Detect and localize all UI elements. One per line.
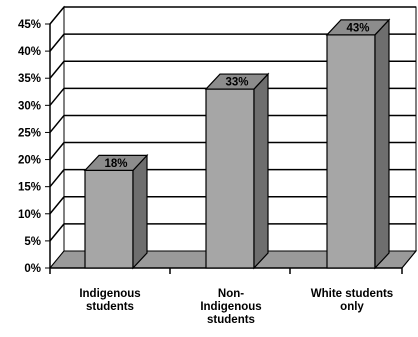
gridline	[49, 196, 416, 215]
gridline	[49, 114, 416, 133]
gridline	[49, 168, 416, 188]
y-tick-label: 10%	[18, 209, 41, 221]
y-tick-label: 15%	[18, 182, 41, 194]
gridline	[49, 87, 416, 106]
category-label-line: Indigenous	[200, 301, 262, 313]
y-tick-label: 0%	[24, 263, 41, 275]
gridline	[49, 60, 416, 79]
category-label: White students only	[297, 288, 407, 314]
bar-front	[205, 88, 255, 269]
category-label-line: Non-	[217, 288, 245, 300]
bar-side	[374, 18, 390, 270]
bar-front	[326, 34, 376, 269]
bar-front	[84, 169, 134, 269]
y-tick-label: 5%	[24, 236, 41, 248]
y-tick-label: 20%	[18, 155, 41, 167]
bar-1: 18%	[83, 153, 149, 270]
floor-edge	[401, 250, 417, 269]
y-tick-label: 35%	[18, 73, 41, 85]
gridline	[49, 141, 416, 161]
y-tick-label: 30%	[18, 100, 41, 112]
data-label: 18%	[104, 158, 127, 170]
category-label-line: only	[340, 301, 364, 313]
category-label-line: Indigenous	[79, 288, 141, 300]
gridline	[49, 6, 416, 25]
side-wall	[49, 5, 65, 270]
y-tick-label: 25%	[18, 127, 41, 139]
data-label: 43%	[346, 22, 369, 34]
category-label-line: White students	[310, 288, 394, 300]
bar-side	[253, 72, 269, 270]
category-label-line: students	[86, 301, 134, 313]
bar-3: 43%	[325, 18, 391, 270]
bar-top	[325, 19, 391, 36]
bar-top	[83, 154, 149, 171]
gridline	[49, 33, 416, 52]
y-tick-label: 45%	[18, 19, 41, 31]
gridline	[49, 223, 416, 242]
data-label: 33%	[225, 77, 248, 89]
category-label-line: students	[207, 314, 255, 326]
bar-2: 33%	[204, 72, 270, 270]
y-tick-label: 40%	[18, 46, 41, 58]
bar-top	[204, 73, 270, 90]
bar-side	[132, 153, 148, 270]
category-label: Non- Indigenous students	[176, 288, 286, 327]
category-label: Indigenous students	[55, 288, 165, 314]
